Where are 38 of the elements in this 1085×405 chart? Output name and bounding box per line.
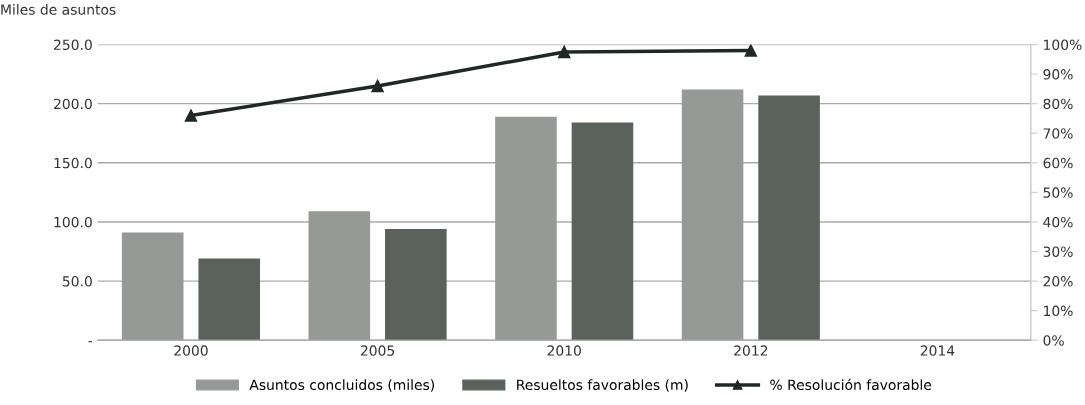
point xyxy=(371,79,384,93)
y2-tick-label: 100% xyxy=(1044,39,1082,51)
y2-tick-label: 0% xyxy=(1043,335,1064,346)
x-tick-label: 2005 xyxy=(360,345,395,356)
y2-tick-label: 20% xyxy=(1043,276,1073,287)
y-tick-label: 200.0 xyxy=(54,98,92,110)
bar xyxy=(571,122,634,341)
y-tick-label: 100.0 xyxy=(54,216,92,228)
y2-tick-label: 80% xyxy=(1043,98,1073,110)
y2-tick-label: 60% xyxy=(1043,157,1073,169)
y-tick-label: - xyxy=(88,341,93,343)
y-tick-label: 50.0 xyxy=(62,276,92,287)
y-axis-title: Miles de asuntos xyxy=(1,4,116,15)
y2-tick-label: 50% xyxy=(1043,187,1073,198)
bar xyxy=(198,258,261,341)
bar xyxy=(121,232,184,341)
x-tick-label: 2014 xyxy=(920,345,955,356)
y2-tick-label: 40% xyxy=(1043,216,1073,228)
point xyxy=(184,109,198,122)
bar xyxy=(385,229,447,341)
bar xyxy=(495,116,557,341)
x-tick-label: 2010 xyxy=(547,345,581,356)
bar xyxy=(681,89,744,341)
x-tick-label: 2000 xyxy=(174,345,208,356)
x-tick-label: 2012 xyxy=(734,345,768,356)
bar xyxy=(758,95,820,341)
y2-tick-label: 70% xyxy=(1043,128,1073,139)
y-tick-label: 150.0 xyxy=(54,157,92,169)
point xyxy=(557,45,571,59)
y-tick-label: 250.0 xyxy=(54,39,92,51)
bar xyxy=(308,211,371,341)
legend-label: Asuntos concluidos (miles) xyxy=(249,379,435,392)
y2-tick-label: 90% xyxy=(1043,69,1073,80)
legend-label: Resueltos favorables (m) xyxy=(517,379,688,392)
y2-tick-label: 10% xyxy=(1044,305,1073,317)
point xyxy=(744,44,758,57)
y2-tick-label: 30% xyxy=(1043,246,1073,257)
legend-label: % Resolución favorable xyxy=(770,378,932,391)
